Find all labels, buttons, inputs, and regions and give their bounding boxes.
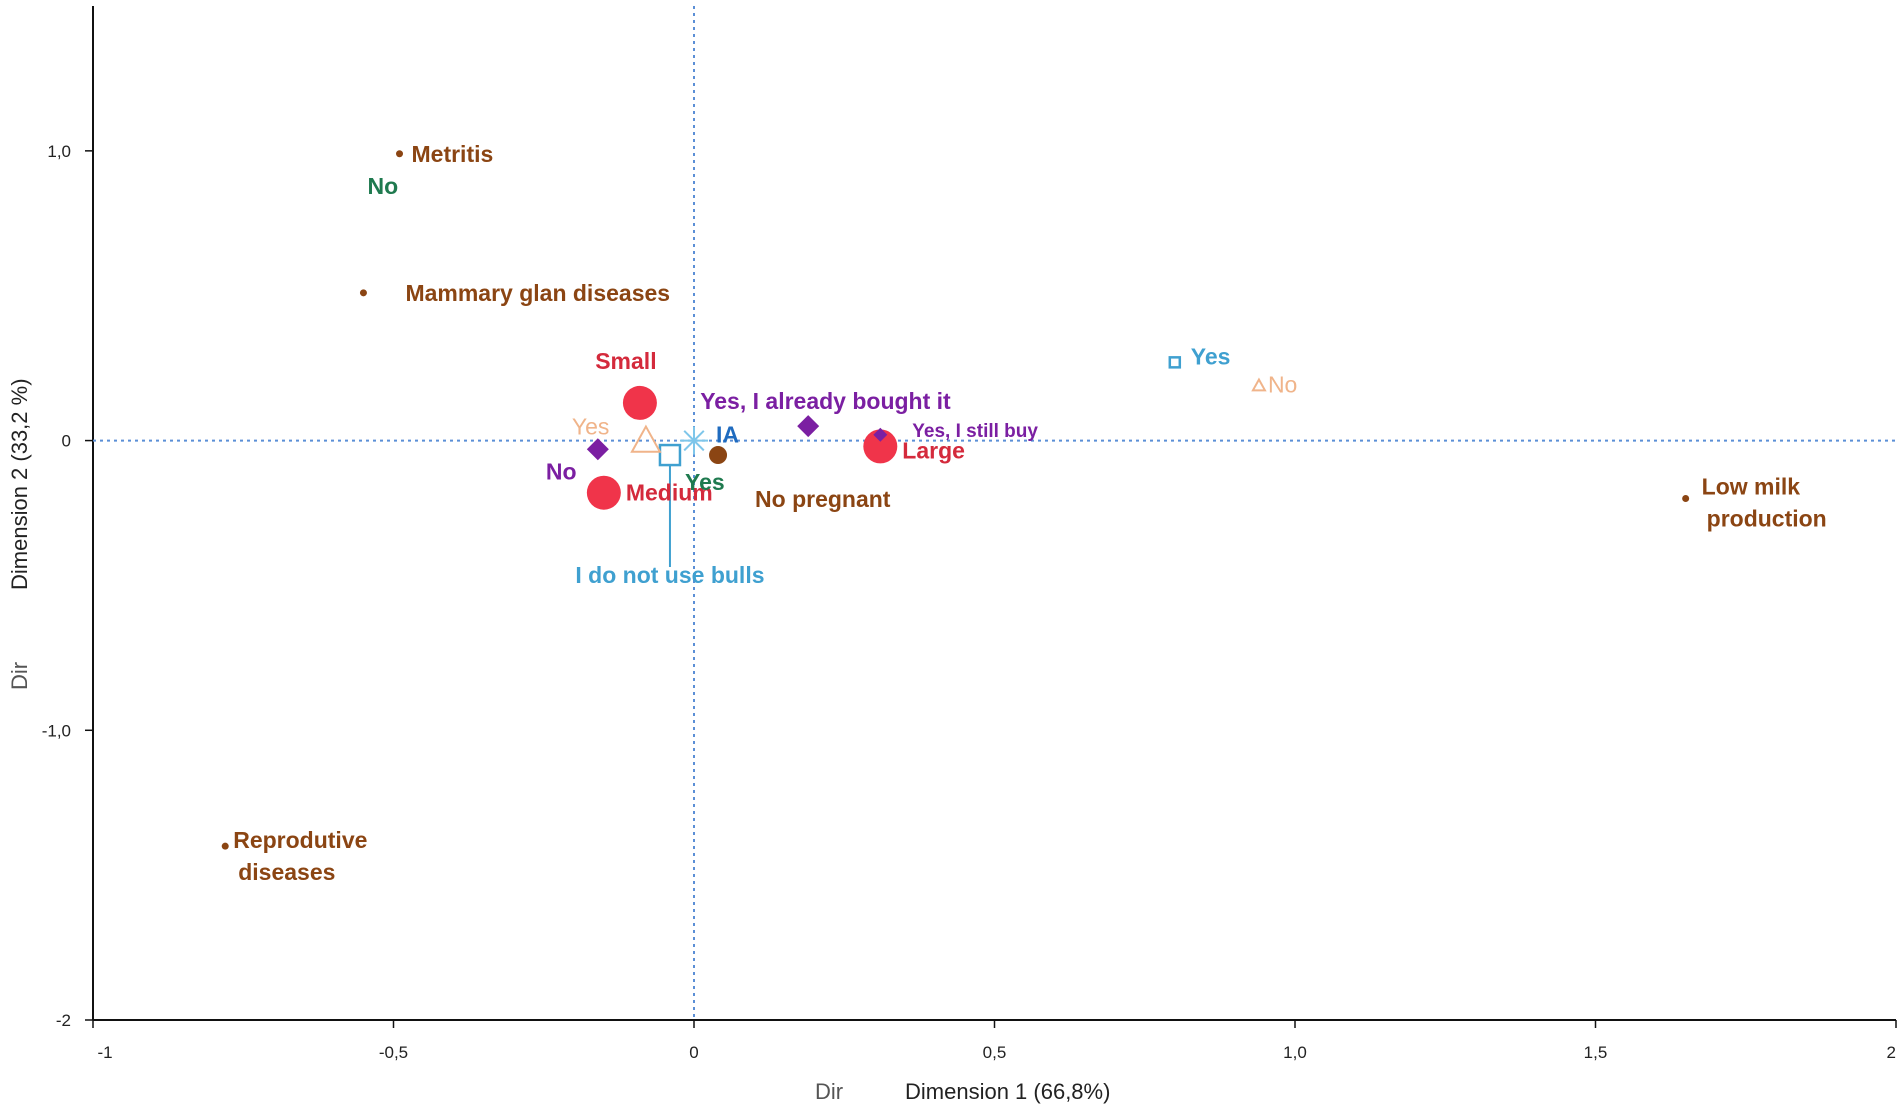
data-label: Large: [902, 437, 965, 463]
data-label: Low milk production: [1702, 474, 1827, 532]
data-point: [873, 427, 888, 442]
x-tick-label: 0,5: [983, 1043, 1007, 1062]
data-label: Metritis: [412, 141, 494, 167]
x-axis-title: Dimension 1 (66,8%): [905, 1079, 1110, 1104]
data-point: [221, 842, 229, 850]
x-tick-label: 1,5: [1584, 1043, 1608, 1062]
data-label: I do not use bulls: [575, 562, 764, 588]
x-tick-label: -0,5: [379, 1043, 408, 1062]
data-point: [1251, 377, 1267, 392]
data-label: Yes, I already bought it: [700, 388, 951, 414]
data-point: [1682, 495, 1690, 503]
data-label: No pregnant: [755, 486, 891, 512]
data-point: [586, 438, 609, 461]
data-label: Small: [595, 348, 656, 374]
x-tick-label: 0: [689, 1043, 698, 1062]
data-label: No: [546, 458, 577, 484]
data-point: [586, 475, 621, 510]
data-label: No: [1268, 372, 1297, 398]
data-label: Reprodutive diseases: [233, 827, 367, 885]
data-label: Yes: [685, 469, 725, 495]
data-point: [396, 150, 404, 158]
star-stroke: [683, 430, 705, 452]
y-axis-extra-label: Dir: [7, 662, 32, 690]
data-point: [709, 446, 728, 465]
data-label: Mammary glan diseases: [405, 280, 670, 306]
data-point: [658, 443, 682, 467]
data-label: Yes: [1191, 343, 1231, 369]
x-axis-extra-label: Dir: [815, 1079, 843, 1104]
data-label: Yes: [572, 414, 610, 440]
data-point: [359, 289, 367, 297]
y-tick-label: -1,0: [42, 721, 71, 740]
x-tick-label: 2: [1887, 1043, 1896, 1062]
data-point: [680, 426, 708, 455]
data-point: [1168, 356, 1182, 369]
data-label: Yes, I still buy: [912, 421, 1038, 442]
y-axis-title: Dimension 2 (33,2 %): [7, 378, 32, 590]
data-point: [863, 429, 898, 464]
data-point: [630, 424, 662, 453]
y-tick-label: 0: [62, 432, 71, 451]
x-tick-label: 1,0: [1283, 1043, 1307, 1062]
data-label: Medium: [626, 480, 713, 506]
data-point: [797, 415, 820, 438]
data-point: [622, 385, 657, 420]
y-tick-label: -2: [56, 1011, 71, 1030]
data-label: IA: [716, 422, 739, 448]
data-label: No: [368, 173, 399, 199]
y-tick-label: 1,0: [47, 142, 71, 161]
x-tick-label: -1: [97, 1043, 112, 1062]
